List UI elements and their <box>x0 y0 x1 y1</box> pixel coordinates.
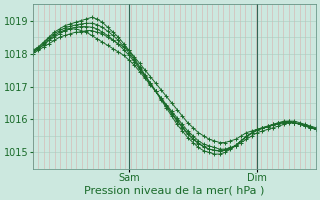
X-axis label: Pression niveau de la mer( hPa ): Pression niveau de la mer( hPa ) <box>84 186 265 196</box>
